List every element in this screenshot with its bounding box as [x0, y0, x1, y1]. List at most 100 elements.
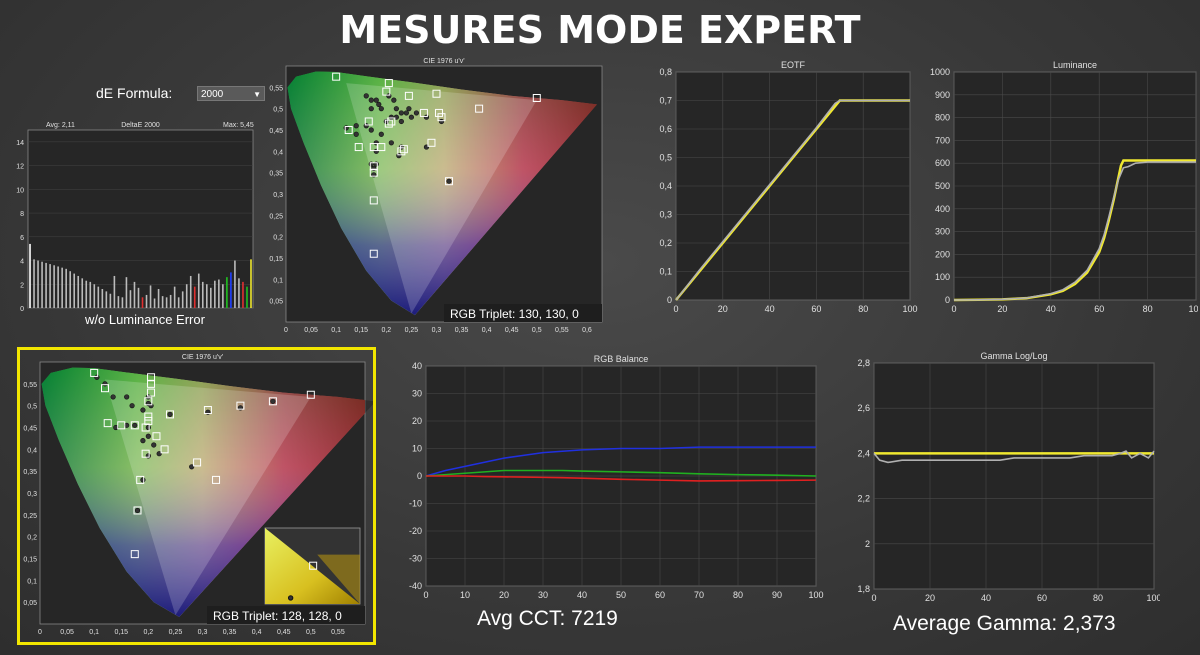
triplet-box [444, 304, 602, 322]
x-tick-label: 60 [811, 304, 821, 314]
deltae-bar [121, 297, 124, 308]
y-tick-label: 0,05 [23, 600, 37, 607]
target-square [404, 91, 413, 100]
y-tick-label: -30 [409, 554, 422, 564]
x-tick-label: 0 [284, 327, 288, 334]
x-tick-label: 100 [1146, 593, 1160, 603]
target-square [419, 108, 428, 117]
y-tick-label: 0,4 [273, 149, 283, 156]
y-tick-label: 200 [935, 249, 950, 259]
y-tick-label: 0,1 [659, 267, 672, 277]
deltae-bar [173, 286, 176, 308]
measured-point [378, 131, 384, 137]
y-tick-label: 0,15 [23, 557, 37, 564]
measured-point [132, 422, 138, 428]
deltae-bar [133, 281, 136, 308]
measured-point [413, 110, 420, 116]
x-tick-label: 0,3 [432, 327, 442, 334]
deltae-bar [161, 296, 164, 308]
target-square [147, 388, 156, 397]
y-tick-label: 0,3 [273, 192, 283, 199]
measured-point [124, 394, 130, 400]
measured-point [368, 97, 374, 103]
x-tick-label: 40 [1046, 304, 1056, 314]
avg-label: Avg: 2,11 [46, 122, 75, 129]
measured-point [393, 106, 399, 112]
de-formula-dropdown[interactable]: 2000 ▼ [197, 86, 265, 101]
deltae-bar [222, 284, 224, 308]
average-gamma-caption: Average Gamma: 2,373 [893, 612, 1116, 635]
x-tick-label: 0,55 [555, 327, 569, 334]
x-tick-label: 20 [499, 590, 509, 600]
deltae-bar [49, 264, 51, 308]
y-tick-label: 800 [935, 113, 950, 123]
target-square [369, 196, 378, 205]
y-tick-label: -40 [409, 581, 422, 591]
deltae-bar [201, 281, 204, 308]
y-tick-label: 0,2 [27, 535, 37, 542]
target-square [144, 397, 153, 406]
target-square [136, 475, 145, 484]
deltae-bar [89, 281, 92, 308]
deltae-bar [105, 291, 108, 308]
x-tick-label: 100 [902, 304, 917, 314]
cie-bottom-chart: 0,05 0,1 0,15 0,2 0,25 0,3 0,35 0,4 0,45 0,5 0,55 0… [23, 354, 373, 636]
x-tick-label: 0,5 [532, 327, 542, 334]
plot-area [873, 362, 1155, 590]
measured-point [140, 477, 146, 483]
zoom-inset-gamut [265, 528, 360, 604]
measured-point [386, 93, 392, 99]
deltae-bar [73, 273, 76, 308]
target-square [103, 419, 112, 428]
x-tick-label: 60 [1094, 304, 1104, 314]
deltae-bar [205, 284, 208, 308]
target-square [141, 449, 150, 458]
measured-point [145, 433, 151, 439]
deltae-bar [189, 275, 192, 308]
chevron-down-icon: ▼ [253, 90, 261, 99]
target-square [369, 249, 378, 258]
measured-point [148, 403, 154, 409]
measured-point [140, 407, 146, 413]
deltae-bar [185, 284, 188, 308]
deltae-bar [85, 280, 88, 308]
x-tick-label: 50 [616, 590, 626, 600]
target-square [332, 72, 341, 81]
y-tick-label: 600 [935, 158, 950, 168]
y-tick-label: 0 [667, 295, 672, 305]
y-tick-label: 0,35 [269, 171, 283, 178]
deltae-bar [181, 291, 184, 308]
series-line [425, 469, 817, 477]
measured-point [102, 381, 108, 387]
target-square [306, 390, 315, 399]
y-tick-label: 1000 [930, 67, 950, 77]
y-tick-label: 4 [20, 259, 24, 266]
measured-point [189, 464, 195, 470]
measured-point [110, 394, 116, 400]
measured-point [388, 140, 394, 146]
y-tick-label: 1,8 [857, 584, 870, 594]
series-line [953, 161, 1196, 301]
series-line [426, 475, 817, 482]
deltae-bar [129, 290, 132, 308]
series-line [425, 446, 816, 477]
target-square [427, 138, 436, 147]
x-tick-label: 60 [1037, 593, 1047, 603]
deltae-bar [234, 260, 236, 308]
target-square [101, 384, 109, 393]
measured-point [408, 114, 414, 120]
x-tick-label: 80 [858, 304, 868, 314]
measured-point [140, 437, 146, 444]
measured-point [398, 118, 404, 125]
y-tick-label: 30 [412, 389, 422, 399]
measured-point [403, 110, 409, 116]
deltae-bar [37, 260, 39, 308]
deltae-bar [97, 286, 100, 308]
zoom-measured-point [287, 595, 294, 601]
x-tick-label: 0,05 [304, 327, 318, 334]
chart-title: DeltaE 2000 [121, 122, 160, 129]
target-square [344, 126, 353, 134]
x-tick-label: 0,45 [505, 327, 519, 334]
y-tick-label: 0,25 [269, 213, 283, 220]
de-formula-label: dE Formula: [96, 85, 173, 101]
